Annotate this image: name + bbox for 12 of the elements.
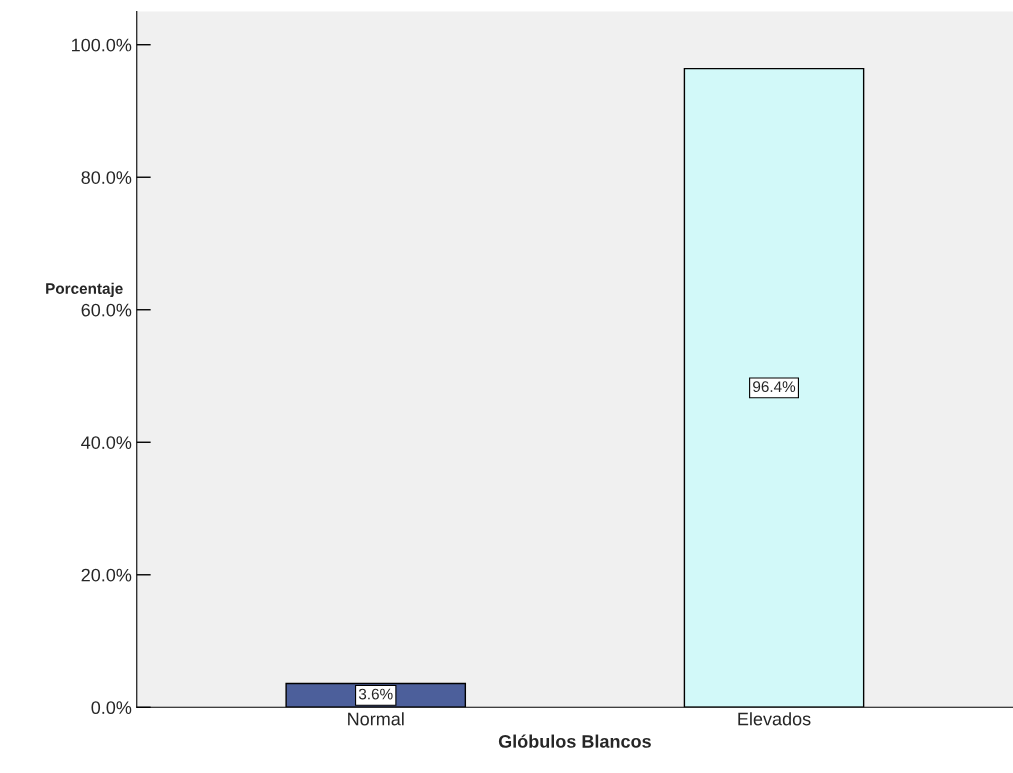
y-tick-label: 100.0% [72, 38, 132, 52]
y-tick-label: 20.0% [81, 568, 132, 582]
x-axis-title: Glóbulos Blancos [498, 734, 651, 748]
y-tick-label: 80.0% [81, 171, 132, 184]
y-tick-label: 0.0% [91, 701, 132, 715]
y-tick-label: 60.0% [81, 303, 132, 317]
data-label: 3.6% [358, 688, 393, 700]
data-label: 96.4% [753, 381, 796, 393]
y-axis-title: Porcentaje [46, 282, 123, 297]
x-tick-label: Elevados [738, 712, 811, 726]
y-tick-label: 40.0% [81, 436, 132, 449]
x-tick-label: Normal [348, 712, 404, 726]
